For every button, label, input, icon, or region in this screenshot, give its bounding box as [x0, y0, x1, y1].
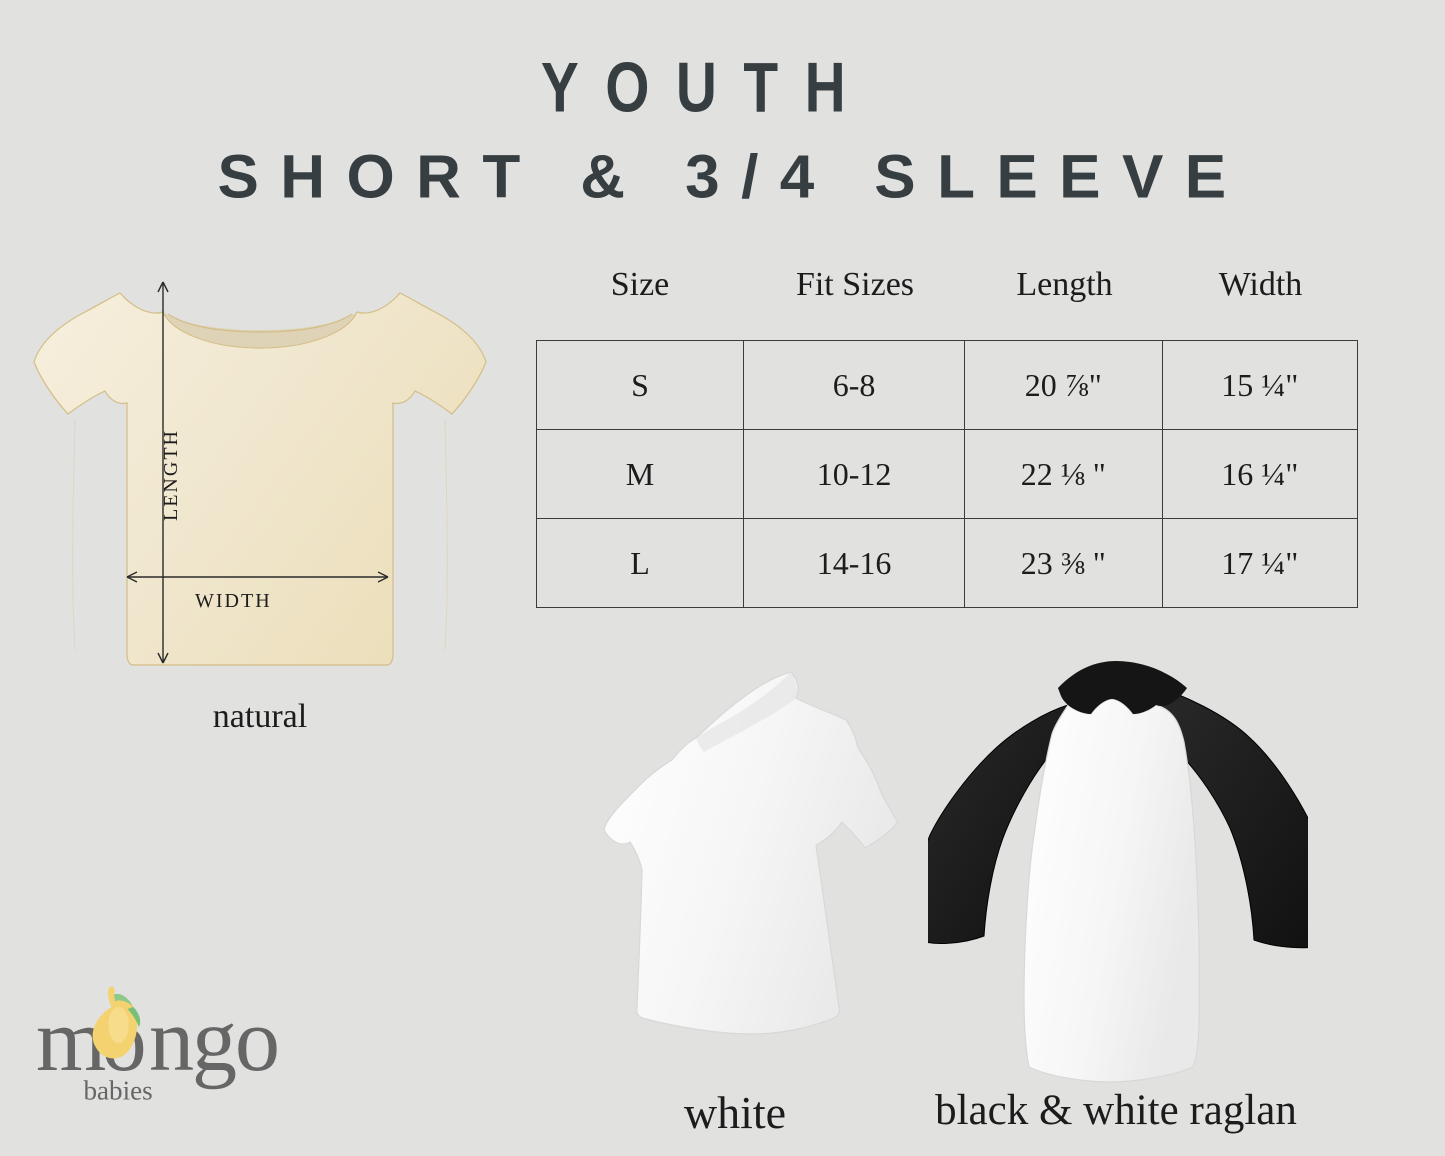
svg-text:LENGTH: LENGTH — [160, 429, 182, 521]
svg-text:WIDTH: WIDTH — [195, 590, 272, 612]
svg-text:ngo: ngo — [149, 989, 278, 1090]
svg-text:babies: babies — [83, 1076, 152, 1106]
